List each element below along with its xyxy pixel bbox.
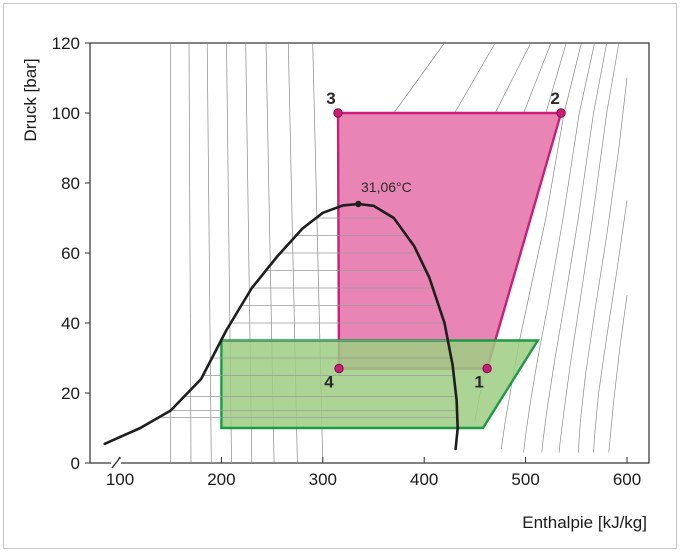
isotherm-line bbox=[593, 200, 628, 453]
saturation-dome bbox=[103, 200, 459, 451]
y-tick-label: 40 bbox=[61, 314, 80, 333]
state-point-2 bbox=[556, 108, 566, 118]
two-phase-isobars bbox=[158, 217, 458, 418]
isotherm-line bbox=[608, 294, 628, 453]
x-tick-label: 200 bbox=[207, 470, 235, 489]
cycle-regions bbox=[220, 111, 563, 430]
x-axis-label: Enthalpie [kJ/kg] bbox=[522, 513, 647, 532]
state-point-label-1: 1 bbox=[474, 373, 483, 392]
axes: 100 200 300 400 500 600 0 20 40 60 80 100 120 bbox=[52, 34, 642, 489]
state-point-3 bbox=[333, 108, 343, 118]
x-tick-label: 100 bbox=[106, 470, 134, 489]
saturation-curve bbox=[103, 202, 459, 451]
y-tick-label: 60 bbox=[61, 244, 80, 263]
y-tick-label: 0 bbox=[71, 454, 80, 473]
isotherm-line bbox=[206, 42, 212, 464]
x-tick-label: 400 bbox=[410, 470, 438, 489]
state-point-label-4: 4 bbox=[324, 373, 334, 392]
isotherm-line bbox=[577, 77, 628, 453]
y-tick-label: 100 bbox=[52, 104, 80, 123]
critical-point-label: 31,06°C bbox=[361, 179, 412, 195]
state-point-label-3: 3 bbox=[326, 89, 335, 108]
cycle-state-points: 1 2 3 4 bbox=[324, 89, 566, 392]
y-tick-label: 120 bbox=[52, 34, 80, 53]
critical-point-marker bbox=[355, 200, 362, 208]
isotherm-line bbox=[188, 42, 192, 464]
state-point-label-2: 2 bbox=[550, 89, 559, 108]
isotherm-line bbox=[541, 42, 608, 453]
isotherm-line bbox=[523, 42, 595, 453]
state-point-4 bbox=[334, 363, 344, 374]
isotherm-line bbox=[500, 42, 582, 450]
x-tick-label: 600 bbox=[613, 470, 641, 489]
state-point-1 bbox=[482, 363, 492, 374]
x-tick-label: 300 bbox=[309, 470, 337, 489]
subcritical-region-area bbox=[220, 339, 540, 430]
y-tick-label: 20 bbox=[61, 384, 80, 403]
isotherm-line bbox=[558, 42, 620, 453]
axis-break-mark bbox=[111, 456, 121, 469]
y-axis-label: Druck [bar] bbox=[21, 58, 40, 141]
x-tick-label: 500 bbox=[511, 470, 539, 489]
y-tick-label: 80 bbox=[61, 174, 80, 193]
